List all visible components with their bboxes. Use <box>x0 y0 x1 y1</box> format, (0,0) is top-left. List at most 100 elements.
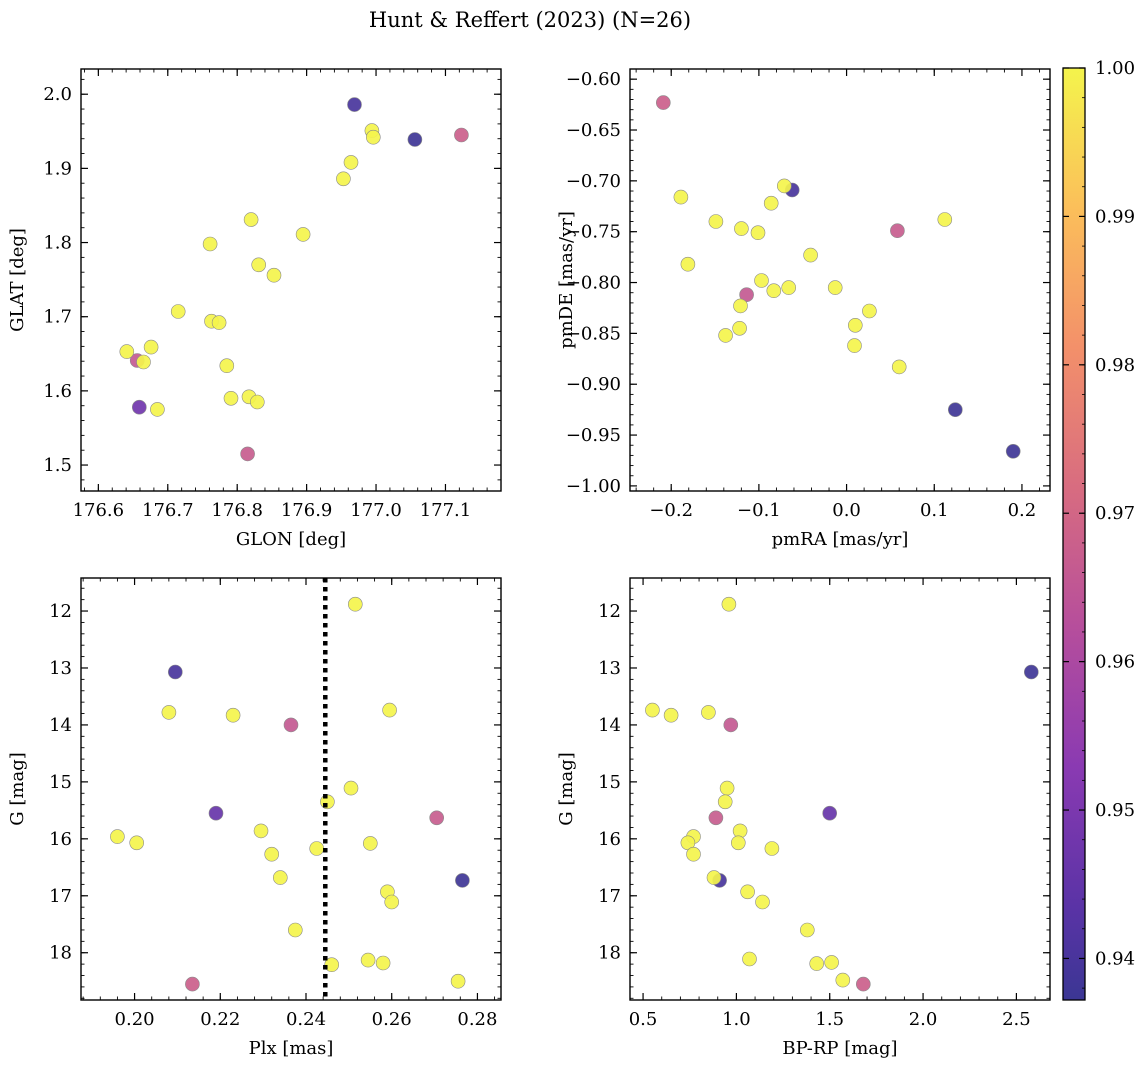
y-tick-label: 1.9 <box>43 158 72 179</box>
data-point <box>1005 443 1021 459</box>
data-point <box>673 189 689 205</box>
data-point <box>742 951 757 967</box>
data-point <box>721 596 737 612</box>
data-point <box>132 399 147 415</box>
data-point <box>764 841 780 856</box>
data-point <box>264 846 280 862</box>
data-point <box>822 805 838 821</box>
y-tick-label: 1.5 <box>43 455 72 476</box>
data-point <box>750 225 766 240</box>
data-point <box>803 247 818 263</box>
data-point <box>407 132 423 147</box>
data-point <box>847 338 862 353</box>
x-tick-label: 0.2 <box>1008 500 1037 521</box>
data-point <box>365 129 381 145</box>
data-point <box>347 97 362 112</box>
data-point <box>208 805 224 821</box>
data-point <box>891 359 907 375</box>
data-point <box>776 178 792 194</box>
y-axis-label: G [mag] <box>556 752 577 825</box>
data-point <box>763 195 779 211</box>
data-point <box>136 354 151 370</box>
axes-frame <box>629 68 1051 492</box>
y-tick-label: 16 <box>598 829 621 850</box>
y-tick-label: 1.7 <box>43 307 72 328</box>
data-point <box>708 214 724 229</box>
data-point <box>243 212 259 227</box>
y-tick-label: 12 <box>598 601 621 622</box>
data-point <box>732 320 747 336</box>
data-point <box>272 870 288 885</box>
data-point <box>161 705 177 720</box>
data-point <box>717 794 733 810</box>
panel-bprp-g: 0.5 1.0 1.5 2.0 2.5 12 13 14 15 16 17 18 BP-RP [mag]… <box>556 577 1051 1059</box>
x-tick-label: 176.9 <box>281 500 333 521</box>
data-point <box>947 402 963 418</box>
data-point <box>375 955 391 971</box>
data-point <box>225 707 241 723</box>
x-tick-label: −0.2 <box>649 500 693 521</box>
x-tick-label: 0.1 <box>920 500 949 521</box>
data-point <box>119 344 135 359</box>
data-point <box>862 303 877 319</box>
x-tick-label: 1.5 <box>815 1009 844 1030</box>
colorbar-tick-label: 1.00 <box>1095 58 1135 79</box>
data-point <box>362 836 378 851</box>
x-tick-label: 176.8 <box>211 500 263 521</box>
y-tick-label: −0.90 <box>566 374 621 395</box>
y-axis-label: G [mag] <box>7 752 28 825</box>
data-point <box>755 894 770 910</box>
data-point <box>809 956 825 971</box>
data-point <box>253 823 269 839</box>
x-tick-label: 0.0 <box>832 500 861 521</box>
data-point <box>739 287 754 303</box>
data-point <box>723 717 739 733</box>
data-point <box>249 394 265 410</box>
y-tick-label: 12 <box>49 601 72 622</box>
data-point <box>827 280 843 295</box>
data-point <box>645 702 660 718</box>
data-point <box>251 257 267 273</box>
data-point <box>799 922 815 938</box>
data-point <box>655 95 671 110</box>
y-tick-label: 13 <box>49 658 72 679</box>
data-point <box>360 952 376 968</box>
data-point <box>324 957 340 973</box>
y-tick-label: −0.85 <box>566 323 621 344</box>
x-tick-label: 177.1 <box>420 500 472 521</box>
y-axis-label: GLAT [deg] <box>7 228 28 332</box>
data-point <box>129 835 144 851</box>
y-tick-label: 17 <box>598 886 621 907</box>
data-point <box>336 171 351 187</box>
y-tick-label: −0.65 <box>566 120 621 141</box>
axes-frame <box>80 68 502 492</box>
data-point <box>730 835 746 851</box>
colorbar-tick-label: 0.94 <box>1095 948 1135 969</box>
data-point <box>455 873 470 888</box>
x-tick-label: 0.22 <box>200 1009 240 1030</box>
x-tick-label: 2.5 <box>1002 1009 1031 1030</box>
y-tick-label: −1.00 <box>566 476 621 497</box>
figure-title: Hunt & Reffert (2023) (N=26) <box>369 8 691 32</box>
data-point <box>680 256 696 272</box>
data-point <box>347 596 363 612</box>
x-tick-label: 176.6 <box>73 500 125 521</box>
y-tick-label: −0.80 <box>566 273 621 294</box>
colorbar-ramp <box>1062 67 1086 1001</box>
data-point <box>824 955 839 970</box>
data-point <box>733 298 748 314</box>
y-tick-label: 15 <box>49 772 72 793</box>
y-tick-label: 15 <box>598 772 621 793</box>
x-axis-label: GLON [deg] <box>236 529 346 550</box>
data-point <box>287 922 303 938</box>
data-point <box>740 884 755 900</box>
axes-frame <box>80 577 502 1001</box>
colorbar: 0.94 0.95 0.96 0.97 0.98 0.99 1.00 <box>1062 58 1135 1001</box>
y-tick-label: 2.0 <box>43 84 72 105</box>
data-point <box>890 223 905 238</box>
data-point <box>706 870 722 885</box>
data-point <box>754 273 769 288</box>
data-point <box>701 705 716 720</box>
data-point <box>708 810 724 826</box>
